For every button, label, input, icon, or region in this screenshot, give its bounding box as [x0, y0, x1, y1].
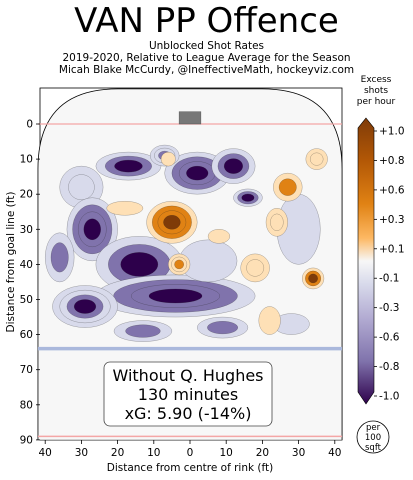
y-tick-label: 70 — [20, 364, 33, 376]
heat-contour — [160, 151, 176, 167]
heat-contour — [148, 288, 203, 304]
y-tick-label: 50 — [20, 294, 33, 306]
heat-contour — [120, 252, 159, 277]
colorbar-scale — [357, 117, 375, 405]
colorbar: +1.0 +0.8 +0.6 +0.3 +0.1 -0.1 -0.3 -0.6 -0.8 -1.0… — [356, 117, 405, 454]
x-tick-label: 10 — [147, 447, 160, 459]
colorbar-title-line-1: Excess — [360, 75, 392, 85]
colorbar-tick-label: +1.0 — [379, 126, 405, 138]
chart-subtitle: Unblocked Shot Rates — [148, 40, 265, 52]
colorbar-title-line-3: per hour — [356, 97, 396, 107]
colorbar-title-line-2: shots — [363, 86, 389, 96]
heat-contour — [50, 242, 69, 273]
chart-season-line: 2019-2020, Relative to League Average fo… — [62, 52, 351, 64]
heat-contour — [207, 229, 230, 244]
x-tick-label: 40 — [39, 447, 52, 459]
x-tick-label: 40 — [328, 447, 341, 459]
heat-contour — [163, 215, 181, 230]
heat-contour — [207, 321, 238, 335]
unit-line-1: per — [366, 423, 381, 433]
heat-contour — [278, 178, 297, 196]
unit-line-2: 100 — [365, 433, 381, 443]
heat-contour — [246, 259, 265, 277]
info-box-frame — [103, 361, 273, 427]
colorbar-tick-label: -1.0 — [379, 391, 400, 403]
colorbar-tick-label: -0.8 — [379, 361, 400, 373]
y-tick-label: 80 — [20, 399, 33, 411]
heat-contour — [125, 324, 161, 338]
y-tick-label: 0 — [26, 119, 33, 131]
info-box: Without Q. Hughes 130 minutes xG: 5.90 (… — [103, 361, 273, 427]
x-tick-label: 30 — [75, 447, 88, 459]
y-tick-label: 10 — [20, 154, 33, 166]
heat-contour — [68, 174, 95, 200]
heat-contour — [106, 201, 144, 216]
info-line-xg: xG: 5.90 (-14%) — [125, 404, 252, 423]
rink-boards — [37, 88, 343, 440]
colorbar-tick-label: +0.3 — [379, 214, 405, 226]
x-tick-label: 30 — [292, 447, 305, 459]
axes: 40 30 20 10 0 10 20 30 40 0 10 20 30 40 50 60 70 80 90 — [20, 119, 342, 460]
heat-contour — [258, 306, 281, 335]
info-line-minutes: 130 minutes — [138, 385, 238, 404]
colorbar-tick-label: -0.6 — [379, 332, 400, 344]
x-axis-label: Distance from centre of rink (ft) — [107, 462, 274, 474]
x-tick-label: 20 — [256, 447, 269, 459]
colorbar-tick-label: -0.1 — [379, 273, 400, 285]
unit-line-3: sqft — [365, 443, 382, 453]
y-tick-label: 20 — [20, 189, 33, 201]
goal-net — [178, 111, 202, 125]
y-tick-label: 30 — [20, 224, 33, 236]
heat-contour — [83, 218, 101, 241]
heat-contour — [223, 158, 243, 174]
heat-contour — [174, 259, 184, 270]
colorbar-tick-label: +0.8 — [379, 155, 405, 167]
heat-contour — [186, 165, 209, 181]
heat-contour — [114, 159, 143, 173]
y-tick-label: 40 — [20, 259, 33, 271]
heat-contour — [308, 273, 318, 284]
colorbar-tick-label: -0.3 — [379, 302, 400, 314]
colorbar-ticks: +1.0 +0.8 +0.6 +0.3 +0.1 -0.1 -0.3 -0.6 -0.8 -1.0 — [374, 126, 405, 403]
y-tick-label: 60 — [20, 329, 33, 341]
colorbar-tick-label: +0.1 — [379, 243, 405, 255]
chart-credit-line: Micah Blake McCurdy, @IneffectiveMath, h… — [58, 64, 355, 76]
unit-badge — [356, 420, 390, 454]
x-tick-label: 20 — [111, 447, 124, 459]
heat-contour — [73, 299, 97, 314]
x-tick-label: 0 — [187, 447, 194, 459]
y-tick-label: 90 — [20, 434, 33, 446]
chart-title: VAN PP Offence — [74, 1, 339, 41]
heat-contour — [270, 213, 284, 231]
colorbar-tick-label: +0.6 — [379, 184, 405, 196]
heat-contour — [241, 193, 255, 202]
x-tick-label: 10 — [220, 447, 233, 459]
y-axis-label: Distance from goal line (ft) — [5, 192, 17, 333]
info-line-player: Without Q. Hughes — [112, 366, 263, 385]
heat-contour — [310, 152, 324, 166]
heatmap-layer — [37, 88, 343, 440]
